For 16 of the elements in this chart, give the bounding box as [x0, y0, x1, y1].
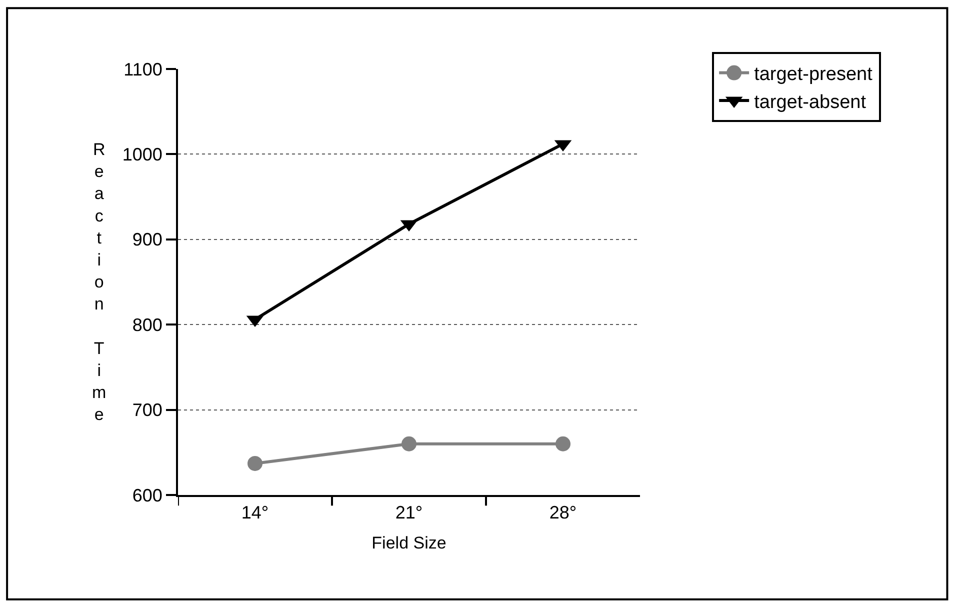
y-tick-label: 600: [132, 485, 162, 506]
x-tick-label: 14°: [241, 502, 269, 523]
legend-label: target-absent: [754, 92, 867, 113]
x-tick-label: 28°: [549, 502, 577, 523]
y-tick-label: 800: [132, 314, 162, 335]
text: Reaction Time: [92, 140, 106, 424]
legend-label: target-present: [754, 64, 874, 86]
y-tick-label: 1100: [124, 59, 162, 80]
x-axis-title: Field Size: [372, 534, 446, 552]
point: [248, 456, 262, 471]
point: [556, 436, 570, 452]
y-tick-label: 700: [132, 400, 162, 420]
y-tick-label: 1000: [122, 144, 162, 164]
x-tick-label: 21°: [395, 502, 423, 523]
y-tick-label: 900: [132, 230, 162, 250]
point: [402, 436, 416, 452]
